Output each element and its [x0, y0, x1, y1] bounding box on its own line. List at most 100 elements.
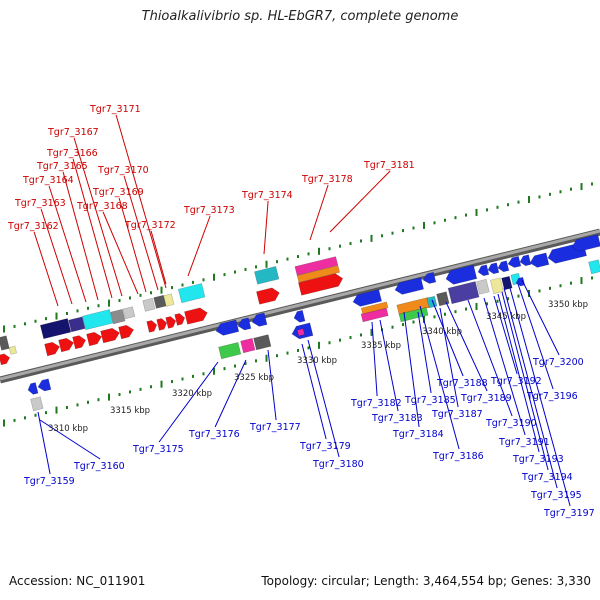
- major-tick: [265, 260, 268, 268]
- forward-gene-label[interactable]: Tgr7_3166: [46, 148, 98, 159]
- forward-gene-label[interactable]: Tgr7_3173: [183, 205, 235, 216]
- gene-arrow[interactable]: [529, 252, 550, 269]
- gene-arrow[interactable]: [489, 277, 504, 295]
- gene-arrow[interactable]: [447, 281, 480, 305]
- gene-arrow[interactable]: [215, 319, 240, 337]
- forward-gene-label[interactable]: Tgr7_3163: [14, 198, 66, 209]
- gene-arrow[interactable]: [146, 320, 158, 333]
- reverse-gene-label[interactable]: Tgr7_3188: [436, 378, 488, 389]
- forward-gene-label[interactable]: Tgr7_3174: [241, 190, 293, 201]
- forward-gene-label[interactable]: Tgr7_3164: [22, 175, 74, 186]
- gene-arrow[interactable]: [360, 301, 389, 315]
- gene-arrow[interactable]: [487, 262, 500, 275]
- reverse-gene-label[interactable]: Tgr7_3180: [312, 459, 364, 470]
- reverse-gene-label[interactable]: Tgr7_3191: [498, 437, 550, 448]
- gene-arrow[interactable]: [44, 341, 61, 357]
- gene-arrow[interactable]: [8, 345, 18, 355]
- gene-arrow[interactable]: [39, 318, 72, 340]
- gene-arrow[interactable]: [394, 277, 424, 295]
- forward-gene-label[interactable]: Tgr7_3167: [47, 127, 99, 138]
- gene-arrow[interactable]: [294, 256, 339, 276]
- gene-arrow[interactable]: [497, 260, 510, 273]
- reverse-gene-label[interactable]: Tgr7_3179: [299, 441, 351, 452]
- gene-arrow[interactable]: [118, 324, 135, 340]
- gene-arrow[interactable]: [588, 259, 600, 275]
- reverse-gene-label[interactable]: Tgr7_3175: [132, 444, 184, 455]
- gene-arrow[interactable]: [72, 334, 88, 350]
- reverse-gene-label[interactable]: Tgr7_3189: [460, 393, 512, 404]
- gene-arrow[interactable]: [110, 308, 126, 325]
- gene-arrow[interactable]: [153, 294, 167, 309]
- reverse-gene-label[interactable]: Tgr7_3190: [485, 418, 537, 429]
- gene-arrow[interactable]: [30, 396, 44, 412]
- gene-arrow[interactable]: [251, 312, 268, 328]
- gene-arrow[interactable]: [477, 264, 490, 277]
- forward-gene-label[interactable]: Tgr7_3171: [89, 104, 141, 115]
- reverse-gene-label[interactable]: Tgr7_3177: [249, 422, 301, 433]
- gene-arrow[interactable]: [165, 316, 177, 329]
- gene-arrow[interactable]: [515, 276, 526, 287]
- gene-arrow[interactable]: [444, 264, 478, 286]
- gene-arrow[interactable]: [142, 297, 156, 312]
- gene-arrow[interactable]: [81, 309, 114, 331]
- forward-gene-label[interactable]: Tgr7_3162: [7, 221, 59, 232]
- reverse-gene-label[interactable]: Tgr7_3185: [404, 395, 456, 406]
- forward-gene-label[interactable]: Tgr7_3181: [363, 160, 415, 171]
- gene-arrow[interactable]: [156, 318, 168, 331]
- reverse-gene-label[interactable]: Tgr7_3160: [73, 461, 125, 472]
- reverse-gene-label[interactable]: Tgr7_3192: [490, 376, 542, 387]
- gene-arrow[interactable]: [177, 283, 206, 304]
- reverse-gene-label[interactable]: Tgr7_3196: [526, 391, 578, 402]
- reverse-gene-label[interactable]: Tgr7_3183: [371, 413, 423, 424]
- gene-arrow[interactable]: [68, 316, 86, 333]
- gene-arrow[interactable]: [0, 335, 10, 351]
- gene-arrow[interactable]: [519, 254, 532, 267]
- reverse-leader-line: [467, 299, 513, 417]
- gene-arrow[interactable]: [256, 286, 280, 305]
- forward-gene-label[interactable]: Tgr7_3172: [124, 220, 176, 231]
- reverse-gene-label[interactable]: Tgr7_3194: [521, 472, 573, 483]
- reverse-gene-label[interactable]: Tgr7_3186: [432, 451, 484, 462]
- gene-arrow[interactable]: [100, 327, 121, 344]
- gene-arrow[interactable]: [571, 234, 600, 252]
- gene-arrow[interactable]: [37, 378, 52, 393]
- gene-arrow[interactable]: [296, 328, 305, 337]
- gene-arrow[interactable]: [0, 353, 11, 366]
- gene-arrow[interactable]: [86, 331, 103, 347]
- reverse-gene-label[interactable]: Tgr7_3182: [350, 398, 402, 409]
- reverse-gene-label[interactable]: Tgr7_3197: [543, 508, 595, 519]
- forward-gene-label[interactable]: Tgr7_3178: [301, 174, 353, 185]
- gene-arrow[interactable]: [254, 266, 280, 285]
- gene-arrow[interactable]: [58, 337, 75, 353]
- reverse-gene-label[interactable]: Tgr7_3159: [23, 476, 75, 487]
- forward-gene-label[interactable]: Tgr7_3170: [97, 165, 149, 176]
- gene-arrow[interactable]: [163, 293, 175, 307]
- forward-gene-label[interactable]: Tgr7_3169: [92, 187, 144, 198]
- gene-arrow[interactable]: [27, 382, 39, 396]
- reverse-gene-label[interactable]: Tgr7_3176: [188, 429, 240, 440]
- gene-arrow[interactable]: [218, 342, 242, 360]
- forward-gene-label[interactable]: Tgr7_3168: [76, 201, 128, 212]
- gene-arrow[interactable]: [174, 313, 186, 326]
- gene-arrow[interactable]: [296, 265, 340, 283]
- gene-arrow[interactable]: [298, 272, 344, 296]
- minor-tick: [286, 351, 289, 355]
- gene-arrow[interactable]: [122, 306, 136, 320]
- gene-arrow[interactable]: [253, 334, 272, 351]
- gene-arrow[interactable]: [501, 275, 513, 291]
- reverse-gene-label[interactable]: Tgr7_3184: [392, 429, 444, 440]
- gene-arrow[interactable]: [352, 289, 382, 307]
- gene-arrow[interactable]: [507, 255, 522, 269]
- reverse-gene-label[interactable]: Tgr7_3200: [532, 357, 584, 368]
- reverse-gene-label[interactable]: Tgr7_3187: [431, 409, 483, 420]
- gene-arrow[interactable]: [240, 337, 256, 354]
- gene-arrow[interactable]: [422, 271, 437, 285]
- reverse-gene-label[interactable]: Tgr7_3193: [512, 454, 564, 465]
- gene-arrow[interactable]: [184, 306, 208, 325]
- gene-arrow[interactable]: [237, 317, 252, 332]
- forward-gene-label[interactable]: Tgr7_3165: [36, 161, 88, 172]
- reverse-gene-label[interactable]: Tgr7_3195: [530, 490, 582, 501]
- gene-arrow[interactable]: [293, 309, 306, 323]
- gene-arrow[interactable]: [476, 278, 490, 295]
- major-tick: [580, 277, 583, 285]
